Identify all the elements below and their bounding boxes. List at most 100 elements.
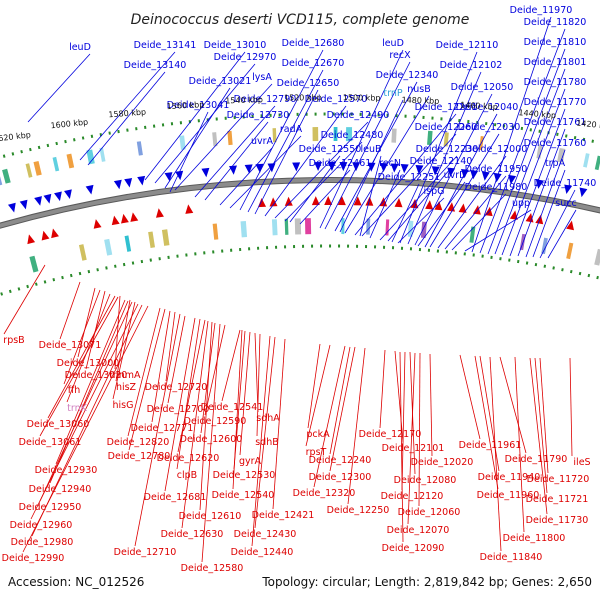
plus-gene-label: Deide_12261 [415,102,478,113]
minus-strand-gene [185,204,194,214]
minus-gene-label: Deide_12930 [35,465,98,476]
bottom-leader-line [181,320,209,529]
top-leader-line [299,169,351,225]
bottom-leader-line [200,322,216,434]
plus-strand-gene [508,174,517,185]
bottom-leader-line [394,350,404,443]
plus-strand-gene [339,162,348,172]
plus-strand-gene [564,184,573,195]
plus-gene-label: Deide_13010 [204,40,267,51]
minus-strand-gene [472,205,481,215]
minus-gene-label: Deide_12250 [327,505,390,516]
bottom-leader-line [429,353,433,457]
bottom-leader-line [529,357,548,515]
minus-feature-bar [284,218,289,235]
minus-gene-label: Deide_12700 [147,404,210,415]
minus-feature-bar [271,219,278,236]
plus-strand-gene [124,177,133,188]
top-leader-line [284,141,363,222]
top-leader-line [417,181,466,247]
top-leader-line [471,16,552,253]
minus-gene-label: Deide_12530 [213,470,276,481]
top-leader-line [517,128,566,257]
bottom-leader-line [66,293,111,403]
minus-feature-bar [124,235,132,252]
minus-gene-label: Deide_12610 [179,511,242,522]
minus-strand-gene [458,203,467,213]
bottom-leader-line [199,321,213,511]
top-leader-line [391,183,420,243]
minus-gene-label: Deide_12771 [131,423,194,434]
minus-feature-bar [78,244,87,261]
plus-gene-label: Deide_12650 [277,78,340,89]
plus-feature-bar [66,153,75,169]
top-leader-line [424,113,498,248]
minus-feature-bar [161,229,170,246]
minus-gene-label: Deide_13060 [27,419,90,430]
minus-feature-bar [519,233,526,251]
kbp-tick-label: 1460 kbp [460,101,498,112]
plus-strand-gene [367,162,376,172]
bottom-leader-line [534,357,548,494]
bottom-leader-line [307,343,321,429]
plus-feature-bar [0,171,3,186]
bottom-leader-line [399,351,404,543]
plus-strand-gene [43,193,52,204]
plus-gene-label: Deide_12790 [234,94,297,105]
minus-gene-label: Deide_12600 [180,434,243,445]
minus-gene-label: Deide_12681 [144,492,207,503]
minus-gene-label: Deide_11790 [505,454,568,465]
top-leader-line [429,133,500,248]
bottom-leader-line [127,307,161,437]
bottom-leader-line [201,323,221,563]
minus-gene-label: mnmA [109,370,141,381]
top-leader-line [274,121,369,219]
plus-feature-bar [25,163,33,178]
plus-feature-bar [345,127,353,142]
plus-strand-gene [431,166,440,176]
plus-gene-label: uvrA [251,136,274,147]
kbp-tick-label: 1540 kbp [225,95,263,105]
bottom-leader-line [329,346,356,472]
top-leader-line [79,51,176,161]
plus-strand-gene [314,162,323,172]
minus-strand-gene [337,196,346,206]
plus-gene-label: Deide_12102 [440,60,503,71]
plus-gene-label: Deide_11761 [524,117,587,128]
minus-gene-label: Deide_12060 [398,507,461,518]
top-leader-line [27,53,91,123]
plus-gene-label: radA [280,124,303,135]
minus-strand-gene [535,214,544,225]
inner-tick-ring [0,244,600,296]
minus-gene-label: Deide_11800 [503,533,566,544]
bottom-leader-line [221,329,241,402]
minus-gene-label: Deide_12710 [114,547,177,558]
plus-feature-bar [583,153,590,168]
bottom-leader-line [165,311,176,382]
plus-strand-gene [137,175,146,186]
bottom-leader-line [49,300,129,484]
minus-feature-bar [212,223,219,240]
minus-gene-label: hisG [113,400,134,411]
bottom-leader-line [164,317,196,492]
plus-gene-label: Deide_12480 [321,130,384,141]
plus-gene-label: Deide_11760 [524,138,587,149]
plus-gene-label: leuB [360,144,381,155]
kbp-tick-label: 1600 kbp [50,118,88,131]
bottom-leader-line [254,332,259,413]
plus-feature-bar [212,132,218,147]
plus-gene-label: recX [389,50,411,61]
minus-gene-label: Deide_12720 [145,382,208,393]
plus-gene-label: Deide_11810 [524,37,587,48]
minus-gene-label: Deide_12070 [387,525,450,536]
top-leader-line [501,88,566,256]
minus-feature-bar [104,238,113,256]
plus-gene-label: Deide_13021 [189,76,252,87]
bottom-leader-line [347,347,366,505]
plus-feature-bar [227,130,233,146]
plus-gene-label: Deide_13041 [167,100,230,111]
minus-gene-label: Deide_12421 [252,510,315,521]
minus-gene-label: Deide_11940 [478,472,541,483]
top-leader-line [219,147,273,206]
